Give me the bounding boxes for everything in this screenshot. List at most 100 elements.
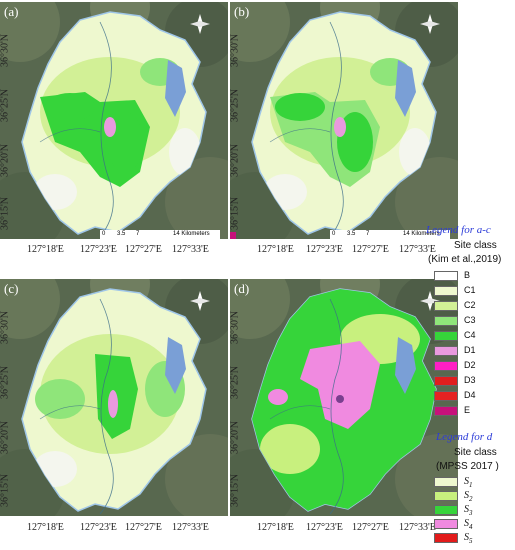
legend-swatch xyxy=(434,316,458,326)
north-arrow-icon xyxy=(420,291,440,311)
lon-label: 127°33'E xyxy=(172,522,209,533)
legend-label: S1 xyxy=(464,476,473,489)
legend-label: D4 xyxy=(464,390,476,400)
legend-label: E xyxy=(464,405,471,415)
lat-label: 36°15'N xyxy=(229,473,241,508)
scale-end: 14 Kilometers xyxy=(403,231,440,237)
lat-label: 36°30'N xyxy=(229,310,241,345)
legend-label: S3 xyxy=(464,504,473,517)
site-class-zone xyxy=(260,424,320,474)
legend-item: C4 xyxy=(434,330,514,343)
lat-label: 36°30'N xyxy=(229,33,241,68)
map-svg-d xyxy=(230,279,458,516)
map-panel-b: (b) xyxy=(230,2,458,239)
site-class-zone xyxy=(45,93,95,121)
lon-label: 127°27'E xyxy=(125,244,162,255)
lat-label: 36°15'N xyxy=(0,473,11,508)
legend-swatch xyxy=(434,376,458,386)
lat-label: 36°20'N xyxy=(0,420,11,455)
legend-swatch xyxy=(434,286,458,296)
site-class-zones xyxy=(33,57,201,210)
north-arrow-cross xyxy=(190,21,210,27)
terrain-patch xyxy=(395,157,458,239)
legend-d-source: (MPSS 2017 ) xyxy=(436,461,499,472)
lon-label: 127°18'E xyxy=(257,522,294,533)
map-svg-a xyxy=(0,2,228,239)
legend-label: C1 xyxy=(464,285,476,295)
lon-label: 127°23'E xyxy=(306,522,343,533)
lon-label: 127°23'E xyxy=(80,522,117,533)
lat-label: 36°30'N xyxy=(0,310,11,345)
lon-label: 127°18'E xyxy=(27,522,64,533)
legend-item: C2 xyxy=(434,300,514,313)
lon-label: 127°33'E xyxy=(399,244,436,255)
river-line xyxy=(329,298,344,515)
site-class-zone xyxy=(35,379,85,419)
legend-item: D2 xyxy=(434,360,514,373)
legend-label: S5 xyxy=(464,532,473,545)
river-line xyxy=(99,21,114,238)
legend-item: C1 xyxy=(434,285,514,298)
scale-mid1: 3.5 xyxy=(117,231,126,237)
legend-d-subtitle: Site class xyxy=(454,447,497,458)
site-class-zones xyxy=(263,57,431,210)
north-arrow-cross xyxy=(190,298,210,304)
legend-item: S1 xyxy=(434,476,514,489)
legend-label: D2 xyxy=(464,360,476,370)
map-svg-c xyxy=(0,279,228,516)
lat-label: 36°25'N xyxy=(0,88,11,123)
lat-label: 36°30'N xyxy=(0,33,11,68)
panel-label-d: (d) xyxy=(234,281,250,296)
legend-item: E xyxy=(434,405,514,418)
legend-item: S4 xyxy=(434,518,514,531)
lon-label: 127°23'E xyxy=(80,244,117,255)
site-class-zone xyxy=(275,93,325,121)
map-panel-d: (d) xyxy=(230,279,458,516)
scale-mid1: 3.5 xyxy=(347,231,356,237)
legend-item: S2 xyxy=(434,490,514,503)
legend-swatch xyxy=(434,406,458,416)
site-class-zone xyxy=(300,341,380,429)
lon-label: 127°18'E xyxy=(257,244,294,255)
legend-item: D4 xyxy=(434,390,514,403)
legend-label: D3 xyxy=(464,375,476,385)
river-line xyxy=(39,128,101,143)
legend-ac-title: Legend for a-c xyxy=(426,224,491,236)
lat-label: 36°20'N xyxy=(0,143,11,178)
lat-label: 36°25'N xyxy=(229,88,241,123)
panel-label-a: (a) xyxy=(4,4,19,19)
legend-swatch xyxy=(434,505,458,515)
lon-label: 127°33'E xyxy=(172,244,209,255)
scale-end: 14 Kilometers xyxy=(173,231,210,237)
scale-mid2: 7 xyxy=(136,231,140,237)
lake xyxy=(395,337,416,394)
legend-swatch xyxy=(434,533,458,543)
panel-label-b: (b) xyxy=(234,4,250,19)
terrain-patch xyxy=(230,2,290,62)
site-class-zone xyxy=(336,395,344,403)
lat-label: 36°25'N xyxy=(229,365,241,400)
lake xyxy=(165,60,186,117)
lat-label: 36°15'N xyxy=(229,196,241,231)
legend-label: B xyxy=(464,270,471,280)
lon-label: 127°33'E xyxy=(399,522,436,533)
lake xyxy=(165,337,186,394)
legend-label: D1 xyxy=(464,345,476,355)
legend-item: S5 xyxy=(434,532,514,545)
lat-label: 36°20'N xyxy=(229,143,241,178)
site-class-zone xyxy=(104,117,116,137)
legend-ac-source: (Kim et al.,2019) xyxy=(428,254,502,265)
terrain-patch xyxy=(165,157,228,239)
river-line xyxy=(269,405,331,420)
legend-item: C3 xyxy=(434,315,514,328)
lat-label: 36°25'N xyxy=(0,365,11,400)
terrain-patch xyxy=(230,279,290,339)
scale-bar-a: 0 3.5 7 14 Kilometers xyxy=(100,230,220,240)
site-class-zone xyxy=(334,117,346,137)
legend-ac-subtitle: Site class xyxy=(454,240,497,251)
legend-swatch xyxy=(434,391,458,401)
site-class-zone-e xyxy=(230,232,236,239)
legend-swatch xyxy=(434,346,458,356)
legend-d-title: Legend for d xyxy=(436,431,493,443)
north-arrow-icon xyxy=(190,291,210,311)
